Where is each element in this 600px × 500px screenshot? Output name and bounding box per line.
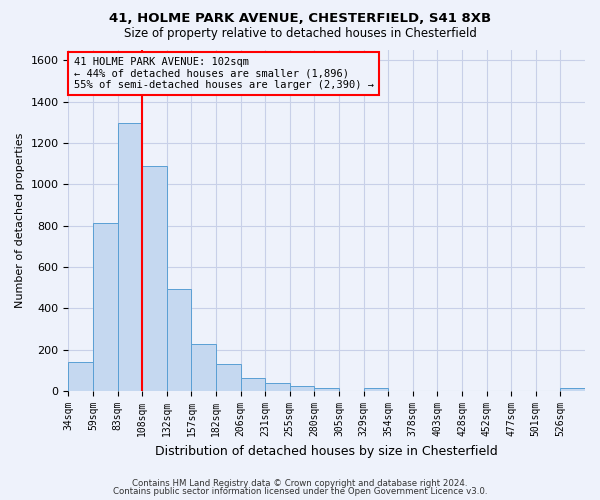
Bar: [241, 378, 265, 391]
Text: Contains public sector information licensed under the Open Government Licence v3: Contains public sector information licen…: [113, 487, 487, 496]
Bar: [68, 362, 93, 391]
Bar: [93, 222, 118, 391]
Bar: [118, 124, 142, 391]
Text: Contains HM Land Registry data © Crown copyright and database right 2024.: Contains HM Land Registry data © Crown c…: [132, 478, 468, 488]
Bar: [142, 166, 167, 391]
Bar: [364, 388, 388, 391]
Bar: [290, 386, 314, 391]
Text: 41 HOLME PARK AVENUE: 102sqm
← 44% of detached houses are smaller (1,896)
55% of: 41 HOLME PARK AVENUE: 102sqm ← 44% of de…: [74, 57, 374, 90]
Bar: [216, 364, 241, 391]
Bar: [265, 384, 290, 391]
Bar: [314, 388, 339, 391]
Text: Size of property relative to detached houses in Chesterfield: Size of property relative to detached ho…: [124, 28, 476, 40]
Bar: [191, 344, 216, 391]
X-axis label: Distribution of detached houses by size in Chesterfield: Distribution of detached houses by size …: [155, 444, 498, 458]
Text: 41, HOLME PARK AVENUE, CHESTERFIELD, S41 8XB: 41, HOLME PARK AVENUE, CHESTERFIELD, S41…: [109, 12, 491, 26]
Bar: [167, 289, 191, 391]
Bar: [560, 388, 585, 391]
Y-axis label: Number of detached properties: Number of detached properties: [15, 133, 25, 308]
